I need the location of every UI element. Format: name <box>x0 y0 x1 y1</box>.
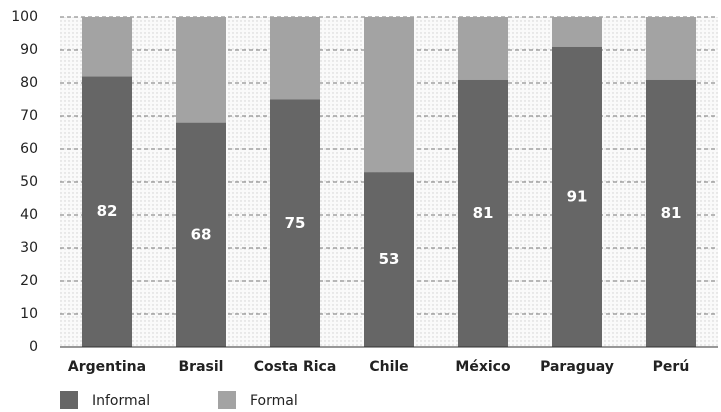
bar-segment <box>552 17 602 47</box>
legend-label: Formal <box>250 393 298 409</box>
bar-segment <box>364 17 414 173</box>
bar-segment <box>458 79 508 347</box>
bar-segment <box>646 79 696 347</box>
y-tick-label: 50 <box>20 174 38 190</box>
bar-segment <box>176 17 226 123</box>
bar-segment <box>552 46 602 347</box>
legend-swatch <box>218 391 236 409</box>
bar-segment <box>176 122 226 347</box>
y-tick-label: 0 <box>29 339 38 355</box>
y-tick-label: 40 <box>20 207 38 223</box>
data-label: 81 <box>473 204 494 222</box>
bar-segment <box>82 17 132 77</box>
data-label: 81 <box>661 204 682 222</box>
data-label: 82 <box>97 202 118 220</box>
legend-label: Informal <box>92 393 150 409</box>
x-tick-label: México <box>455 359 511 375</box>
x-tick-label: Brasil <box>179 359 224 375</box>
data-label: 75 <box>285 214 306 232</box>
bar-segment <box>364 172 414 347</box>
bar-segment <box>82 76 132 348</box>
y-tick-label: 90 <box>20 42 38 58</box>
y-tick-label: 100 <box>11 9 38 25</box>
x-tick-label: Perú <box>653 359 690 375</box>
x-tick-label: Costa Rica <box>254 359 337 375</box>
y-tick-label: 10 <box>20 306 38 322</box>
x-tick-label: Argentina <box>68 359 146 375</box>
bar-segment <box>270 99 320 347</box>
bar-segment <box>270 17 320 100</box>
bar-segment <box>646 17 696 80</box>
x-tick-label: Paraguay <box>540 359 614 375</box>
y-tick-label: 20 <box>20 273 38 289</box>
y-tick-label: 80 <box>20 75 38 91</box>
x-tick-label: Chile <box>369 359 408 375</box>
legend-swatch <box>60 391 78 409</box>
data-label: 91 <box>567 187 588 205</box>
y-tick-label: 70 <box>20 108 38 124</box>
data-label: 53 <box>379 250 400 268</box>
y-tick-label: 60 <box>20 141 38 157</box>
data-label: 68 <box>191 225 212 243</box>
y-tick-label: 30 <box>20 240 38 256</box>
bar-segment <box>458 17 508 80</box>
